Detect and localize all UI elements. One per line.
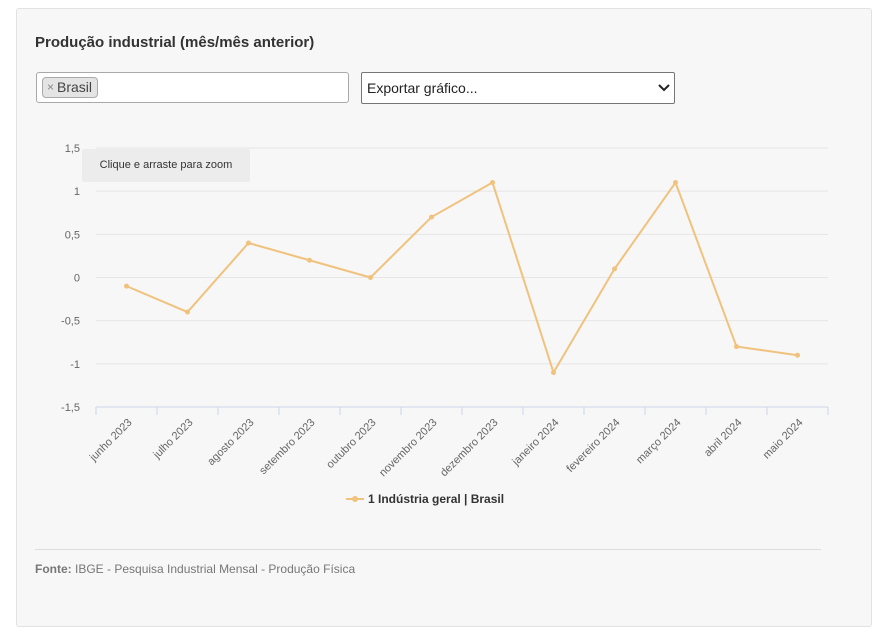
series-line [126,181,798,374]
x-tick-label: setembro 2023 [257,417,317,477]
data-point [673,180,678,186]
zoom-hint: Clique e arraste para zoom [82,149,250,182]
legend-series-marker [346,494,364,504]
data-point [734,344,739,350]
x-tick-label: junho 2023 [87,417,135,465]
filter-tag-brasil[interactable]: × Brasil [42,77,99,98]
data-point [307,257,312,263]
filter-tag-label: Brasil [57,79,93,95]
y-tick-label: 1,5 [65,143,80,155]
export-select-label: Exportar gráfico... [367,80,478,96]
data-point [612,266,617,272]
x-tick-label: maio 2024 [761,417,806,462]
chart-title: Produção industrial (mês/mês anterior) [35,34,315,51]
data-point [429,214,434,220]
chart-card [16,8,872,627]
y-tick-label: 0,5 [65,229,80,241]
x-tick-label: janeiro 2024 [510,417,562,469]
chevron-down-icon [658,84,670,92]
x-tick-label: fevereiro 2024 [564,417,622,475]
y-tick-label: -1 [70,359,80,371]
remove-tag-icon[interactable]: × [47,80,55,94]
data-point [551,369,556,375]
data-point [185,309,190,315]
x-tick-label: abril 2024 [702,417,745,460]
x-tick-label: dezembro 2023 [438,417,501,480]
y-tick-label: -1,5 [61,402,80,414]
data-point [490,180,495,186]
data-point [124,283,129,289]
footer-divider [35,549,821,550]
data-point [795,352,800,358]
y-tick-label: 0 [74,273,80,285]
x-tick-label: agosto 2023 [205,417,256,468]
chart-source: Fonte: IBGE - Pesquisa Industrial Mensal… [35,562,355,576]
data-point [368,275,373,280]
y-tick-label: -0,5 [61,316,80,328]
legend-series-label: 1 Indústria geral | Brasil [368,492,505,506]
location-filter-input[interactable]: × Brasil [36,72,349,103]
data-point [246,240,251,246]
x-tick-label: novembro 2023 [377,417,440,480]
chart-legend[interactable]: 1 Indústria geral | Brasil [346,492,504,506]
x-tick-label: março 2024 [634,417,684,467]
export-chart-select[interactable]: Exportar gráfico... [361,72,675,104]
source-text: IBGE - Pesquisa Industrial Mensal - Prod… [75,562,356,576]
x-tick-label: julho 2023 [151,417,196,462]
source-label: Fonte: [35,562,72,576]
y-tick-label: 1 [74,186,80,198]
x-tick-label: outubro 2023 [324,417,378,471]
